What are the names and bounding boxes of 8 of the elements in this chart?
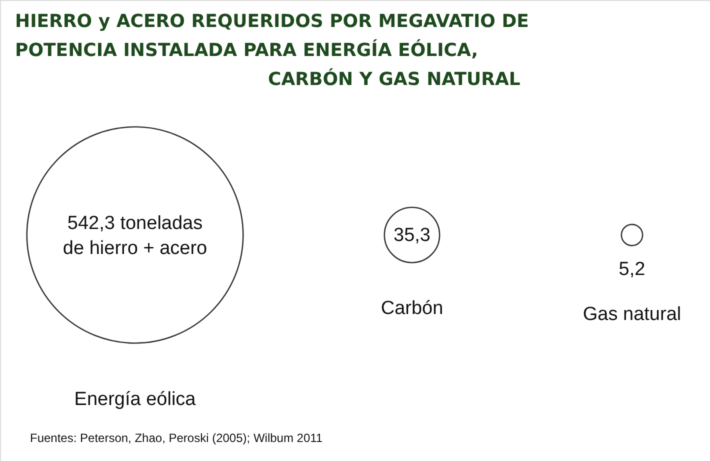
text: HIERRO y ACERO REQUERIDOS POR MEGAVATIO DE POTENCIA INSTALADA PARA ENERGÍA EÓLICA, CARBÓN Y GAS NATURAL (15, 11, 529, 90)
data-label: 5,2 (618, 258, 646, 280)
category-label: Carbón (380, 298, 444, 320)
source-note: Fuentes: Peterson, Zhao, Peroski (2005); Wilbum 2011 (30, 431, 323, 445)
category-label: Energía eólica (74, 389, 196, 410)
data-label: 35,3 (394, 225, 430, 246)
data-label: 542,3 toneladas de hierro + acero (62, 213, 208, 259)
category-label: Gas natural (582, 304, 682, 325)
